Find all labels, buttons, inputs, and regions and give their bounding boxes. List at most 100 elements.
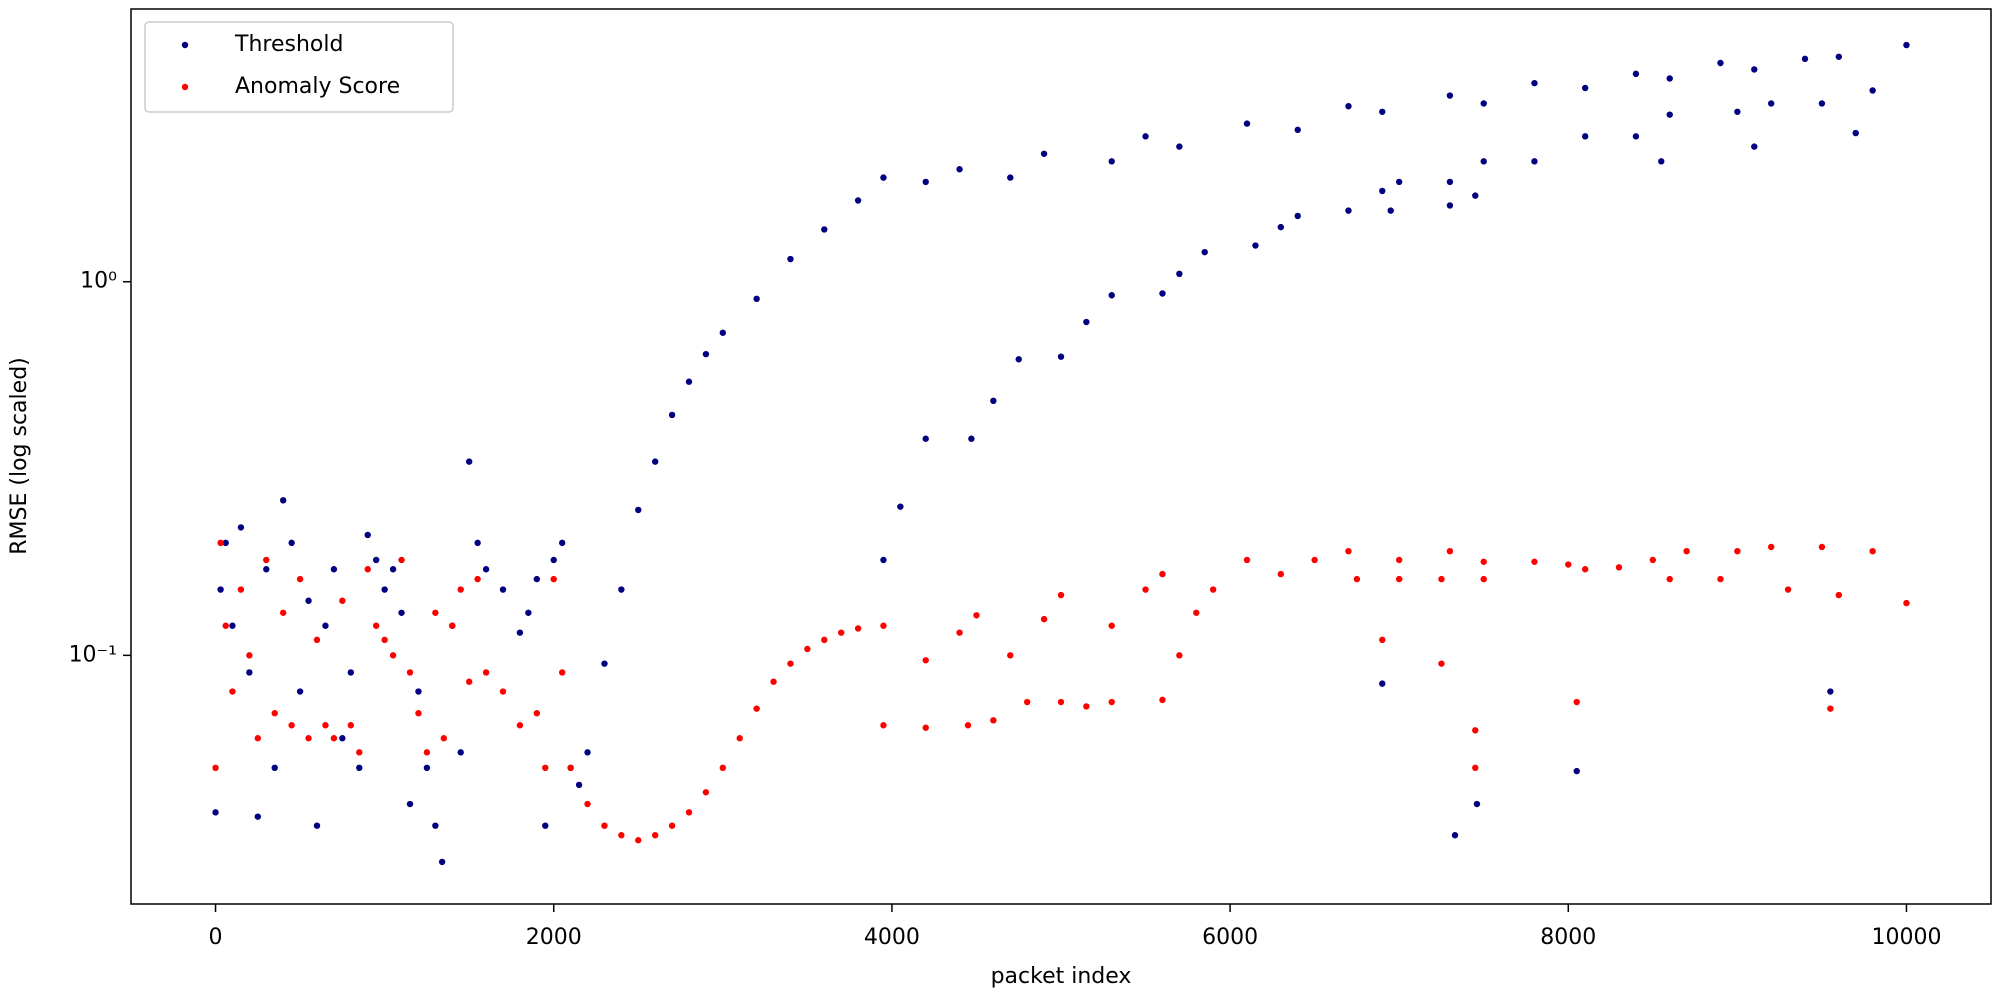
- point: [1531, 79, 1538, 87]
- point: [389, 652, 397, 659]
- point: [880, 622, 887, 629]
- point: [1108, 622, 1115, 629]
- point: [288, 539, 295, 547]
- point: [1379, 680, 1386, 687]
- point: [1176, 143, 1183, 150]
- point: [1446, 178, 1454, 186]
- point: [465, 458, 473, 465]
- point: [1767, 543, 1775, 551]
- point: [880, 556, 887, 564]
- point: [1801, 55, 1809, 63]
- x-tick-label: 10000: [1871, 925, 1941, 950]
- point: [770, 678, 777, 685]
- point: [584, 800, 591, 808]
- point: [1734, 547, 1741, 555]
- point: [465, 678, 473, 685]
- point: [1243, 556, 1251, 564]
- point: [1565, 561, 1572, 568]
- point: [558, 539, 566, 547]
- point: [406, 669, 414, 676]
- point: [254, 813, 262, 820]
- point: [499, 586, 507, 593]
- x-axis-label: packet index: [991, 964, 1132, 989]
- point: [1472, 727, 1479, 734]
- point: [1345, 102, 1352, 110]
- point: [474, 575, 481, 583]
- point: [217, 586, 224, 593]
- point: [246, 652, 253, 659]
- point: [415, 688, 422, 695]
- point: [618, 586, 625, 593]
- point: [279, 609, 287, 616]
- point: [854, 625, 862, 632]
- point: [1057, 353, 1065, 360]
- legend-label: Threshold: [234, 32, 343, 57]
- point: [1387, 207, 1394, 214]
- point: [381, 586, 388, 593]
- point: [1472, 192, 1479, 199]
- point: [1852, 129, 1859, 137]
- point: [1142, 586, 1149, 593]
- point: [922, 657, 929, 664]
- point: [964, 722, 972, 729]
- point: [973, 612, 980, 619]
- point: [1632, 70, 1640, 78]
- point: [880, 174, 887, 181]
- point: [1277, 570, 1285, 578]
- point: [1734, 108, 1741, 115]
- point: [1108, 698, 1115, 706]
- point: [1717, 575, 1724, 583]
- point: [246, 669, 253, 676]
- point: [1294, 212, 1301, 220]
- point: [423, 764, 431, 772]
- point: [1201, 248, 1208, 256]
- legend-marker: [181, 83, 189, 91]
- point: [356, 764, 363, 772]
- point: [1159, 696, 1166, 704]
- point: [1176, 652, 1183, 659]
- point: [313, 636, 321, 644]
- point: [635, 837, 642, 844]
- point: [1835, 591, 1843, 599]
- x-tick-label: 6000: [1202, 925, 1258, 950]
- point: [1379, 108, 1386, 115]
- point: [1057, 698, 1065, 706]
- point: [263, 556, 270, 564]
- point: [279, 497, 287, 504]
- point: [254, 735, 262, 742]
- point: [753, 295, 760, 303]
- point: [736, 735, 743, 742]
- point: [1818, 543, 1826, 551]
- point: [398, 556, 405, 564]
- point: [525, 609, 532, 616]
- point: [1395, 178, 1403, 186]
- point: [296, 688, 304, 695]
- point: [1142, 133, 1149, 140]
- x-tick-label: 8000: [1540, 925, 1596, 950]
- point: [1827, 688, 1834, 695]
- point: [1176, 270, 1183, 278]
- point: [1209, 586, 1217, 593]
- point: [1345, 207, 1352, 214]
- point: [651, 832, 659, 839]
- point: [330, 566, 338, 573]
- point: [550, 556, 557, 564]
- y-tick-label: 10⁻¹: [69, 642, 117, 667]
- point: [449, 622, 456, 629]
- point: [668, 822, 676, 829]
- point: [1480, 575, 1487, 583]
- x-tick-label: 4000: [864, 925, 920, 950]
- point: [1717, 59, 1724, 67]
- point: [1040, 615, 1048, 623]
- point: [1480, 558, 1487, 565]
- point: [922, 435, 929, 442]
- point: [406, 800, 414, 808]
- point: [753, 705, 760, 712]
- point: [1007, 174, 1014, 181]
- point: [1057, 591, 1065, 599]
- point: [1007, 652, 1014, 659]
- point: [1159, 290, 1166, 297]
- y-axis-label: RMSE (log scaled): [7, 357, 32, 554]
- y-tick-label: 10⁰: [80, 269, 117, 294]
- point: [1159, 570, 1166, 578]
